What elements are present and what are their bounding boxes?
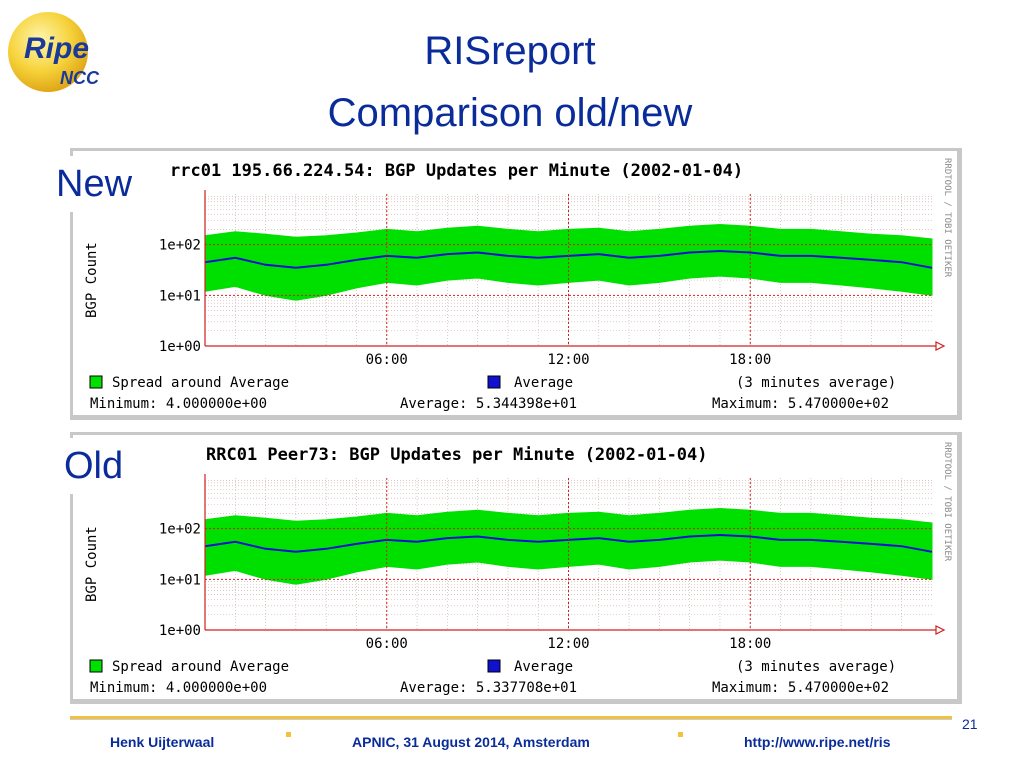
x-axis-arrow (935, 625, 946, 635)
legend-spread: Spread around Average (112, 659, 289, 675)
legend-average: Average (514, 375, 573, 391)
chart-side-text: RRDTOOL / TOBI OETIKER (942, 442, 952, 562)
footer-event: APNIC, 31 August 2014, Amsterdam (352, 734, 590, 750)
y-tick-label: 1e+02 (159, 522, 201, 538)
x-tick-label: 18:00 (729, 352, 771, 368)
stat-minimum: Minimum: 4.000000e+00 (90, 680, 267, 696)
y-axis-label: BGP Count (84, 526, 100, 602)
y-tick-label: 1e+00 (159, 339, 201, 355)
legend-swatch-average (487, 375, 501, 389)
y-tick-label: 1e+01 (159, 288, 201, 304)
x-tick-label: 06:00 (366, 352, 408, 368)
legend-note: (3 minutes average) (736, 375, 896, 391)
page-number: 21 (962, 716, 978, 732)
logo-text-top: Ripe (24, 32, 89, 65)
stat-maximum: Maximum: 5.470000e+02 (712, 396, 889, 412)
x-tick-label: 06:00 (366, 636, 408, 652)
chart-title: RRC01 Peer73: BGP Updates per Minute (20… (206, 445, 708, 465)
logo-text-bottom: NCC (60, 68, 100, 88)
y-tick-label: 1e+01 (159, 572, 201, 588)
legend-swatch-average (487, 659, 501, 673)
footer-url[interactable]: http://www.ripe.net/ris (744, 734, 891, 750)
x-tick-label: 12:00 (547, 636, 589, 652)
legend-note: (3 minutes average) (736, 659, 896, 675)
x-tick-label: 18:00 (729, 636, 771, 652)
y-tick-label: 1e+00 (159, 623, 201, 639)
stat-maximum: Maximum: 5.470000e+02 (712, 680, 889, 696)
chart-title: rrc01 195.66.224.54: BGP Updates per Min… (170, 161, 743, 181)
footer-divider (70, 716, 952, 719)
legend-swatch-spread (89, 659, 103, 673)
slide-title-line1: RISreport (424, 29, 596, 73)
ripe-ncc-logo: Ripe NCC (8, 12, 100, 92)
footer-divider-shadow (70, 719, 952, 720)
label-old: Old (56, 438, 132, 494)
x-tick-label: 12:00 (547, 352, 589, 368)
footer-author: Henk Uijterwaal (110, 734, 215, 750)
stat-average: Average: 5.344398e+01 (400, 396, 577, 412)
legend-average: Average (514, 659, 573, 675)
legend-swatch-spread (89, 375, 103, 389)
chart-side-text: RRDTOOL / TOBI OETIKER (942, 158, 952, 278)
y-tick-label: 1e+02 (159, 238, 201, 254)
logo-sun-shape (8, 12, 88, 92)
stat-average: Average: 5.337708e+01 (400, 680, 577, 696)
chart-old: RRC01 Peer73: BGP Updates per Minute (20… (70, 432, 962, 704)
legend-spread: Spread around Average (112, 375, 289, 391)
label-new: New (48, 156, 141, 212)
footer-bullet (678, 732, 683, 737)
footer-bullet (286, 732, 291, 737)
x-axis-arrow (935, 341, 946, 351)
slide-title-line2: Comparison old/new (327, 91, 693, 135)
chart-new: rrc01 195.66.224.54: BGP Updates per Min… (70, 148, 962, 420)
stat-minimum: Minimum: 4.000000e+00 (90, 396, 267, 412)
y-axis-label: BGP Count (84, 242, 100, 318)
